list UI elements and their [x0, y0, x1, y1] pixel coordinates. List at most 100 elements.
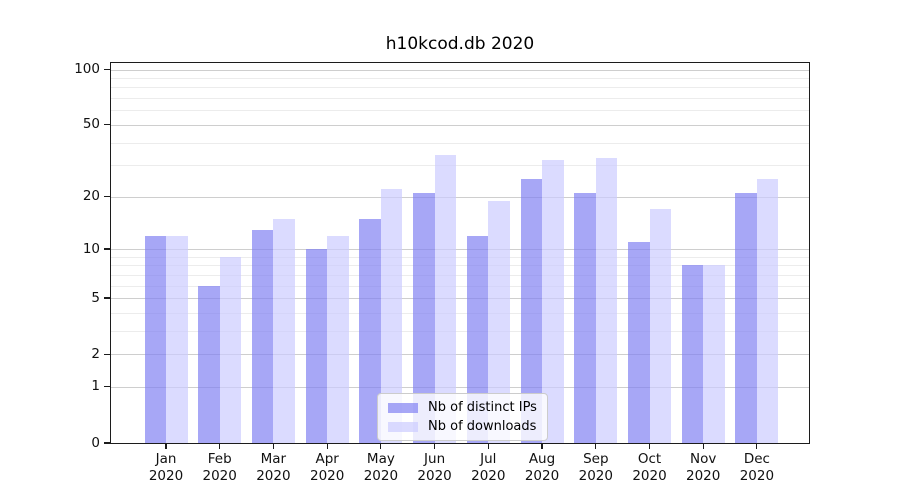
legend-swatch-distinct-ips: [388, 402, 418, 413]
x-tick-year: 2020: [256, 467, 291, 484]
x-tick-month: Nov: [690, 451, 717, 467]
legend-swatch-downloads: [388, 421, 418, 432]
major-gridline: [111, 196, 809, 198]
y-tickmark: [104, 386, 110, 388]
x-tickmark: [434, 444, 436, 449]
bar-downloads-sep: [595, 157, 618, 443]
bar-distinct-ips-dec: [735, 192, 757, 443]
y-tickmark: [104, 297, 110, 299]
x-tick-label-oct: Oct 2020: [622, 451, 678, 484]
bar-distinct-ips-apr: [305, 249, 328, 443]
bar-downloads-nov: [703, 265, 725, 443]
x-tick-month: Jan: [155, 451, 177, 467]
chart-title: h10kcod.db 2020: [385, 34, 535, 54]
y-tickmark: [104, 248, 110, 250]
y-tickmark: [104, 353, 110, 355]
x-tick-month: Dec: [743, 451, 770, 467]
bar-downloads-oct: [649, 209, 671, 443]
x-tick-label-dec: Dec 2020: [729, 451, 785, 484]
bar-distinct-ips-mar: [251, 229, 274, 443]
x-tick-year: 2020: [632, 467, 667, 484]
bar-downloads-apr: [327, 235, 349, 443]
minor-gridline: [111, 265, 809, 267]
bar-distinct-ips-feb: [198, 285, 220, 443]
bar-distinct-ips-aug: [520, 179, 542, 443]
x-tickmark: [272, 444, 274, 449]
x-tickmark: [595, 444, 597, 449]
x-tick-year: 2020: [417, 467, 452, 484]
bar-distinct-ips-may: [359, 218, 381, 443]
bar-distinct-ips-jul: [466, 235, 489, 443]
bar-downloads-aug: [542, 160, 564, 443]
bar-downloads-dec: [756, 179, 779, 443]
x-tick-month: Oct: [637, 451, 662, 467]
x-tick-month: Jul: [480, 451, 497, 467]
minor-gridline: [111, 285, 809, 287]
bar-downloads-mar: [273, 218, 295, 443]
y-tickmark: [104, 69, 110, 71]
major-gridline: [111, 298, 809, 299]
minor-gridline: [111, 110, 809, 112]
y-tickmark: [104, 124, 110, 126]
y-tick-label: 1: [91, 378, 100, 395]
major-gridline: [111, 386, 809, 388]
major-gridline: [111, 354, 809, 356]
x-tick-month: Mar: [260, 451, 287, 467]
y-tickmark: [104, 442, 110, 444]
bar-distinct-ips-nov: [681, 265, 704, 443]
bar-distinct-ips-oct: [628, 241, 650, 443]
plot-area: Nb of distinct IPs Nb of downloads: [110, 62, 810, 444]
x-tickmark: [326, 444, 328, 449]
x-tick-label-aug: Aug 2020: [514, 451, 570, 484]
x-tick-label-nov: Nov 2020: [675, 451, 731, 484]
legend-item-distinct-ips: Nb of distinct IPs: [388, 400, 537, 415]
x-tick-year: 2020: [686, 467, 721, 484]
x-tickmark: [165, 444, 167, 449]
minor-gridline: [111, 256, 809, 258]
major-gridline: [111, 69, 809, 71]
x-tickmark: [756, 444, 758, 449]
x-tick-label-apr: Apr 2020: [299, 451, 355, 484]
y-tick-label: 0: [91, 434, 100, 451]
x-tick-label-sep: Sep 2020: [568, 451, 624, 484]
y-tick-label: 20: [82, 188, 100, 205]
y-tick-label: 5: [91, 289, 100, 306]
x-tickmark: [487, 444, 489, 449]
x-tick-year: 2020: [202, 467, 237, 484]
x-tick-year: 2020: [363, 467, 399, 484]
bar-distinct-ips-jan: [144, 235, 166, 443]
x-tickmark: [219, 444, 221, 449]
minor-gridline: [111, 78, 809, 79]
x-tick-month: Feb: [207, 451, 232, 467]
x-tick-month: Aug: [528, 451, 556, 467]
bar-downloads-jan: [166, 235, 188, 443]
x-tick-year: 2020: [148, 467, 184, 484]
x-tick-year: 2020: [310, 467, 345, 484]
minor-gridline: [111, 98, 809, 100]
x-tick-label-may: May 2020: [353, 451, 409, 484]
x-tickmark: [541, 444, 543, 449]
legend-label-distinct-ips: Nb of distinct IPs: [428, 400, 537, 415]
major-gridline: [111, 249, 809, 250]
x-tick-month: May: [366, 451, 395, 467]
bar-downloads-jun: [434, 155, 457, 443]
y-tick-label: 2: [91, 345, 100, 362]
legend-label-downloads: Nb of downloads: [428, 419, 537, 434]
major-gridline: [111, 124, 809, 126]
x-tickmark: [648, 444, 651, 449]
y-tickmark: [104, 196, 110, 198]
x-tickmark: [380, 444, 382, 449]
x-tick-year: 2020: [524, 467, 560, 484]
x-tick-year: 2020: [578, 467, 613, 484]
x-tick-month: Jun: [424, 451, 446, 467]
minor-gridline: [111, 165, 809, 167]
y-tick-label: 100: [74, 61, 100, 78]
minor-gridline: [111, 87, 809, 89]
x-tick-month: Apr: [315, 451, 339, 467]
x-tick-label-jun: Jun 2020: [407, 451, 463, 484]
y-tick-label: 50: [82, 116, 100, 133]
bar-downloads-feb: [219, 256, 242, 443]
x-tick-label-mar: Mar 2020: [245, 451, 301, 484]
bar-downloads-jul: [488, 200, 510, 443]
